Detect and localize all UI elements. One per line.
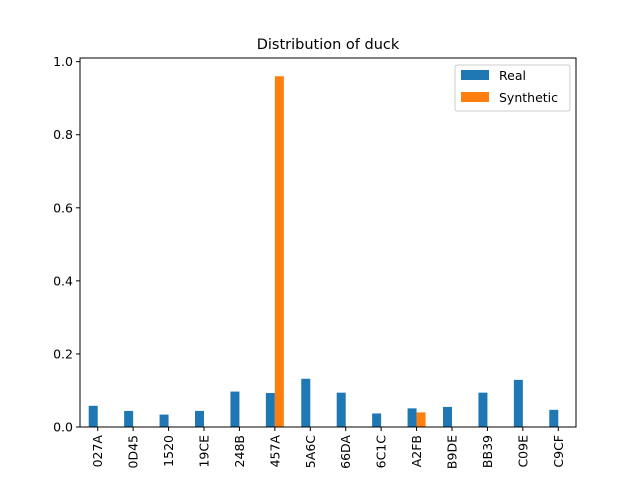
- bar-real-c09e: [513, 379, 523, 427]
- x-tick-label: BB39: [480, 435, 495, 468]
- x-tick-label: 1520: [161, 435, 176, 467]
- bar-synthetic-a2fb: [416, 412, 426, 427]
- y-tick-label: 0.4: [53, 273, 73, 288]
- x-tick-label: 66DA: [338, 435, 353, 469]
- bar-real-b9de: [443, 406, 452, 427]
- bar-real-a2fb: [407, 408, 417, 427]
- legend-swatch-synthetic: [461, 92, 489, 102]
- bar-synthetic-457a: [274, 76, 284, 428]
- x-tick-label: A2FB: [409, 435, 424, 467]
- y-tick-label: 0.0: [53, 420, 73, 435]
- bar-real-c9cf: [549, 409, 559, 427]
- x-tick-label: B9DE: [445, 435, 460, 469]
- legend-label-synthetic: Synthetic: [499, 90, 558, 105]
- axes-layer: 0.0 0.2 0.4 0.6 0.8 1.0 027A 0D45 1520 19CE 248B 45…: [53, 54, 577, 469]
- x-tick-label: 19CE: [197, 435, 212, 468]
- x-tick-label: 6C1C: [374, 435, 389, 469]
- legend: Real Synthetic: [454, 64, 571, 112]
- bar-real-6c1c: [372, 413, 382, 427]
- bar-real-248b: [230, 391, 240, 427]
- bar-real-0d45: [124, 410, 134, 427]
- bar-real-19ce: [195, 410, 204, 427]
- y-tick-label: 1.0: [53, 54, 73, 69]
- legend-swatch-real: [461, 70, 489, 80]
- bar-real-5a6c: [301, 378, 311, 427]
- x-tick-label: C9CF: [551, 435, 566, 468]
- plot-frame: [79, 57, 577, 428]
- y-tick-label: 0.2: [53, 346, 73, 361]
- bar-real-457a: [265, 393, 275, 427]
- bars-layer: [88, 76, 559, 428]
- x-tick-label: 457A: [267, 435, 282, 468]
- x-tick-label: 027A: [90, 435, 105, 468]
- y-tick-label: 0.8: [53, 127, 73, 142]
- x-tick-label: 0D45: [126, 435, 141, 468]
- bar-real-1520: [159, 414, 169, 427]
- legend-label-real: Real: [499, 68, 526, 83]
- bar-real-bb39: [478, 392, 488, 427]
- x-tick-label: 248B: [232, 435, 247, 467]
- chart-title: Distribution of duck: [257, 37, 400, 53]
- bar-real-027a: [88, 405, 98, 427]
- y-tick-label: 0.6: [53, 200, 73, 215]
- x-tick-label: 5A6C: [303, 435, 318, 468]
- x-tick-label: C09E: [515, 435, 530, 468]
- bar-real-66da: [336, 392, 346, 427]
